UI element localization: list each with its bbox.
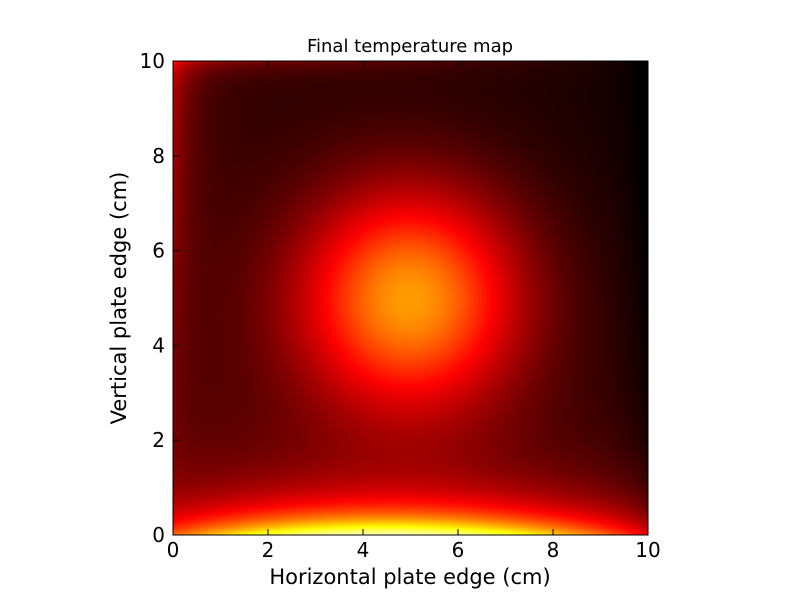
y-axis-label: Vertical plate edge (cm) [107,172,131,425]
x-axis-label: Horizontal plate edge (cm) [269,565,550,589]
x-tick-label: 6 [452,538,465,562]
heatmap-image [173,61,648,535]
y-tick-label: 4 [152,333,165,357]
x-tick-label: 10 [635,538,660,562]
chart-title: Final temperature map [307,36,513,57]
y-tick-label: 0 [152,523,165,547]
y-tick-label: 6 [152,239,165,263]
x-tick-label: 0 [167,538,180,562]
x-tick-label: 8 [547,538,560,562]
plot-frame [172,60,649,536]
plot-area [172,60,649,536]
x-axis: 0 2 4 6 8 10 [167,61,661,562]
y-tick-label: 2 [152,428,165,452]
y-tick-label: 10 [140,49,165,73]
y-axis: 0 2 4 6 8 10 [140,49,648,547]
y-tick-label: 8 [152,144,165,168]
x-tick-label: 2 [262,538,275,562]
x-tick-label: 4 [357,538,370,562]
